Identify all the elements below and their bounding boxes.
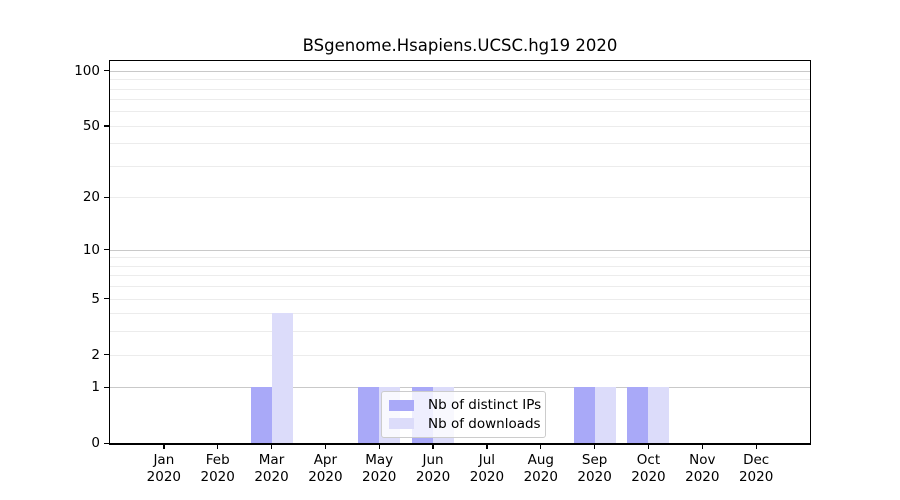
gridline-minor-70 — [110, 99, 810, 101]
x-tick-label-oct: Oct 2020 — [631, 452, 666, 486]
legend-label-downloads: Nb of downloads — [428, 415, 541, 432]
y-tick-label-2: 2 — [91, 346, 100, 363]
legend-item-distinct-ips: Nb of distinct IPs — [389, 397, 542, 414]
y-tick-label-20: 20 — [82, 189, 100, 206]
x-tick-jul — [486, 443, 488, 450]
gridline-minor-90 — [110, 79, 810, 81]
y-tick-50 — [104, 125, 110, 127]
bar-distinct-ips-mar — [250, 387, 272, 444]
x-tick-label-jul: Jul 2020 — [469, 452, 505, 486]
x-tick-label-jun: Jun 2020 — [415, 452, 451, 486]
x-tick-nov — [701, 443, 703, 450]
x-tick-jan — [163, 443, 165, 450]
y-tick-label-0: 0 — [91, 435, 100, 452]
axis-spine-top — [109, 60, 811, 62]
x-tick-jun — [432, 443, 434, 450]
legend-label-distinct-ips: Nb of distinct IPs — [428, 397, 542, 414]
gridline-minor-7 — [110, 275, 810, 277]
gridline-minor-40 — [110, 143, 810, 145]
chart-title: BSgenome.Hsapiens.UCSC.hg19 2020 — [302, 36, 618, 55]
x-tick-mar — [270, 443, 273, 450]
legend: Nb of distinct IPs Nb of downloads — [381, 391, 546, 438]
legend-swatch-distinct-ips — [389, 399, 414, 411]
y-tick-label-10: 10 — [82, 241, 100, 258]
gridline-minor-4 — [110, 313, 810, 315]
x-tick-label-mar: Mar 2020 — [254, 452, 289, 486]
bar-distinct-ips-sep — [573, 387, 595, 444]
bar-distinct-ips-oct — [627, 387, 649, 444]
gridline-major-1 — [110, 387, 810, 389]
y-tick-label-100: 100 — [74, 62, 100, 79]
legend-item-downloads: Nb of downloads — [389, 415, 541, 432]
x-tick-dec — [755, 443, 757, 450]
y-tick-label-50: 50 — [82, 117, 100, 134]
x-tick-label-sep: Sep 2020 — [577, 452, 612, 486]
y-tick-2 — [104, 354, 110, 356]
bar-downloads-oct — [648, 387, 670, 444]
legend-swatch-downloads — [389, 418, 414, 430]
x-tick-label-feb: Feb 2020 — [200, 452, 235, 486]
y-tick-10 — [104, 249, 110, 251]
axis-spine-left — [109, 60, 111, 445]
gridline-minor-8 — [110, 265, 810, 267]
gridline-minor-80 — [110, 88, 810, 90]
x-tick-apr — [324, 443, 327, 450]
gridline-minor-60 — [110, 111, 810, 113]
gridline-minor-20 — [110, 197, 810, 199]
x-tick-oct — [647, 443, 650, 450]
y-tick-0 — [104, 442, 110, 444]
x-tick-aug — [540, 443, 542, 450]
x-tick-label-apr: Apr 2020 — [308, 452, 343, 486]
y-tick-1 — [104, 386, 110, 389]
axis-spine-bottom — [109, 443, 811, 445]
gridline-major-100 — [110, 70, 810, 72]
gridline-minor-30 — [110, 166, 810, 168]
x-tick-label-jan: Jan 2020 — [146, 452, 182, 486]
gridline-major-10 — [110, 249, 810, 251]
gridline-minor-2 — [110, 354, 810, 356]
gridline-minor-3 — [110, 331, 810, 333]
gridline-minor-6 — [110, 286, 810, 288]
gridline-minor-9 — [110, 257, 810, 259]
bar-distinct-ips-may — [358, 387, 380, 444]
x-tick-label-dec: Dec 2020 — [738, 452, 774, 486]
x-tick-sep — [594, 443, 596, 450]
axis-spine-right — [810, 60, 812, 445]
x-tick-feb — [217, 443, 219, 450]
y-tick-20 — [104, 196, 110, 199]
bar-downloads-mar — [271, 313, 293, 444]
x-tick-may — [378, 443, 380, 450]
gridline-minor-5 — [110, 298, 810, 300]
y-tick-label-1: 1 — [91, 379, 100, 396]
bar-downloads-sep — [594, 387, 616, 444]
y-tick-100 — [104, 70, 110, 72]
x-tick-label-nov: Nov 2020 — [685, 452, 720, 486]
y-tick-label-5: 5 — [91, 290, 100, 307]
gridline-minor-50 — [110, 125, 810, 127]
x-tick-label-aug: Aug 2020 — [523, 452, 558, 486]
x-tick-label-may: May 2020 — [362, 452, 397, 486]
y-tick-5 — [104, 298, 110, 300]
